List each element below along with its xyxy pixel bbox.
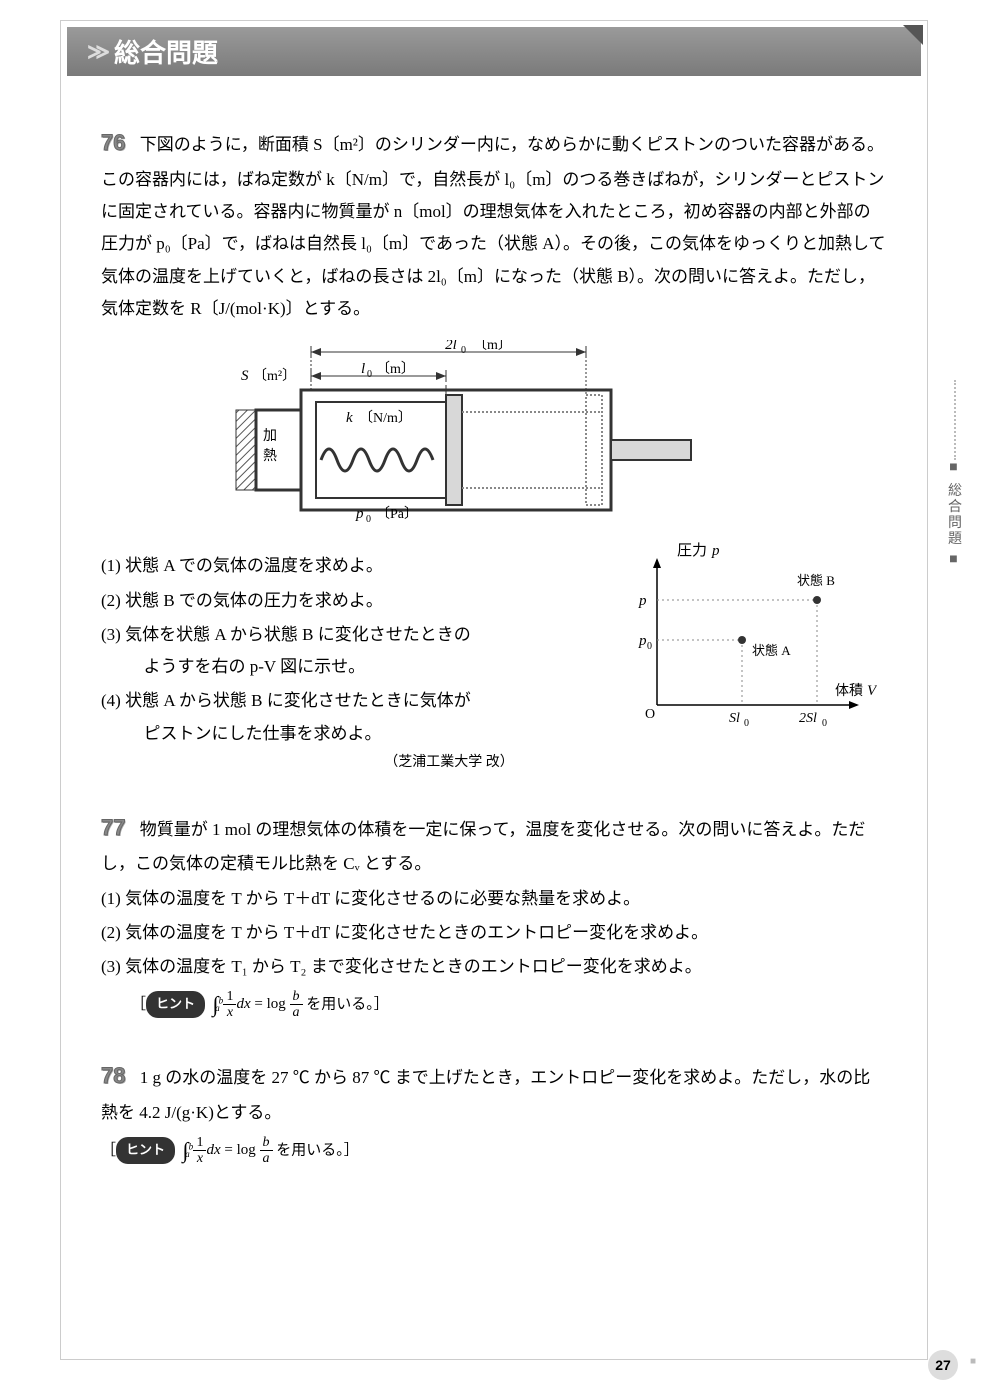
problem-number: 77	[101, 807, 125, 849]
svg-text:〔m〕: 〔m〕	[473, 340, 512, 353]
q1: (1) 気体の温度を T から T＋dT に変化させるのに必要な熱量を求めよ。	[101, 883, 887, 915]
svg-text:0: 0	[367, 369, 372, 380]
problem-body: 77 物質量が 1 mol の理想気体の体積を一定に保って，温度を変化させる。次…	[101, 807, 887, 881]
hint-row: ［ヒント ∫ba 1xdx = log ba を用いる。］	[101, 1130, 887, 1172]
svg-text:〔Pa〕: 〔Pa〕	[376, 506, 418, 522]
page-content: 76 下図のように，断面積 S〔m²〕のシリンダー内に，なめらかに動くピストンの…	[61, 82, 927, 1211]
svg-text:0: 0	[647, 641, 652, 652]
svg-text:V: V	[867, 683, 877, 699]
svg-text:p: p	[711, 543, 720, 559]
problem-body: 76 下図のように，断面積 S〔m²〕のシリンダー内に，なめらかに動くピストンの…	[101, 122, 887, 325]
svg-text:O: O	[645, 707, 655, 722]
svg-text:p: p	[638, 633, 647, 649]
svg-text:加: 加	[263, 428, 277, 444]
svg-text:体積: 体積	[835, 683, 863, 699]
cylinder-diagram: 2l 0 〔m〕 l 0 〔m〕 S 〔m²〕 加 熱	[181, 340, 701, 540]
hint-tail: を用いる。］	[306, 996, 389, 1012]
problem-number: 76	[101, 122, 125, 164]
svg-text:熱: 熱	[263, 448, 277, 464]
chevron-icon: ≫	[87, 39, 104, 65]
hint-row: ［ヒント ∫ba 1xdx = log ba を用いる。］	[101, 984, 887, 1026]
pv-chart: 圧力 p O 体積 V p p 0	[617, 540, 877, 740]
problem-number: 78	[101, 1055, 125, 1097]
svg-text:圧力: 圧力	[677, 542, 707, 559]
svg-text:0: 0	[366, 514, 371, 525]
page-number: 27	[928, 1350, 958, 1380]
svg-text:〔N/m〕: 〔N/m〕	[359, 410, 412, 426]
svg-text:〔m²〕: 〔m²〕	[253, 368, 296, 384]
svg-text:0: 0	[461, 345, 466, 356]
side-dotted-line	[954, 380, 956, 460]
hint-pill: ヒント	[146, 991, 205, 1018]
section-title: 総合問題	[114, 33, 218, 70]
q2: (2) 気体の温度を T から T＋dT に変化させたときのエントロピー変化を求…	[101, 917, 887, 949]
svg-text:k: k	[346, 410, 353, 426]
svg-text:2Sl: 2Sl	[799, 711, 817, 726]
problem-76: 76 下図のように，断面積 S〔m²〕のシリンダー内に，なめらかに動くピストンの…	[101, 122, 887, 777]
svg-text:0: 0	[822, 718, 827, 729]
q3: (3) 気体の温度を T₁ から T₂ まで変化させたときのエントロピー変化を求…	[101, 951, 887, 983]
hint-tail: を用いる。］	[276, 1142, 359, 1158]
problem-78: 78 1 g の水の温度を 27 ℃ から 87 ℃ まで上げたとき，エントロピ…	[101, 1055, 887, 1171]
problem-text: 物質量が 1 mol の理想気体の体積を一定に保って，温度を変化させる。次の問い…	[101, 820, 865, 874]
svg-text:状態 B: 状態 B	[797, 573, 835, 588]
question-block: 圧力 p O 体積 V p p 0	[101, 550, 887, 776]
svg-text:p: p	[638, 593, 647, 609]
section-header: ≫ 総合問題	[67, 27, 921, 76]
svg-text:状態 A: 状態 A	[752, 643, 791, 658]
page-tick-icon: ■	[970, 1356, 976, 1367]
svg-text:p: p	[355, 506, 364, 522]
page-container: ≫ 総合問題 76 下図のように，断面積 S〔m²〕のシリンダー内に，なめらかに…	[60, 20, 928, 1360]
svg-text:0: 0	[744, 718, 749, 729]
svg-text:2l: 2l	[445, 340, 457, 353]
side-tab-label: ■ 総合問題 ■	[943, 460, 963, 569]
problem-text: 1 g の水の温度を 27 ℃ から 87 ℃ まで上げたとき，エントロピー変化…	[101, 1068, 870, 1122]
svg-text:S: S	[241, 368, 249, 384]
problem-body: 78 1 g の水の温度を 27 ℃ から 87 ℃ まで上げたとき，エントロピ…	[101, 1055, 887, 1129]
problem-text: 下図のように，断面積 S〔m²〕のシリンダー内に，なめらかに動くピストンのついた…	[101, 135, 885, 318]
svg-text:Sl: Sl	[729, 711, 740, 726]
svg-text:〔m〕: 〔m〕	[376, 361, 415, 377]
source-attribution: （芝浦工業大学 改）	[301, 750, 887, 777]
svg-text:l: l	[361, 361, 365, 377]
problem-77: 77 物質量が 1 mol の理想気体の体積を一定に保って，温度を変化させる。次…	[101, 807, 887, 1026]
hint-pill: ヒント	[116, 1137, 175, 1164]
